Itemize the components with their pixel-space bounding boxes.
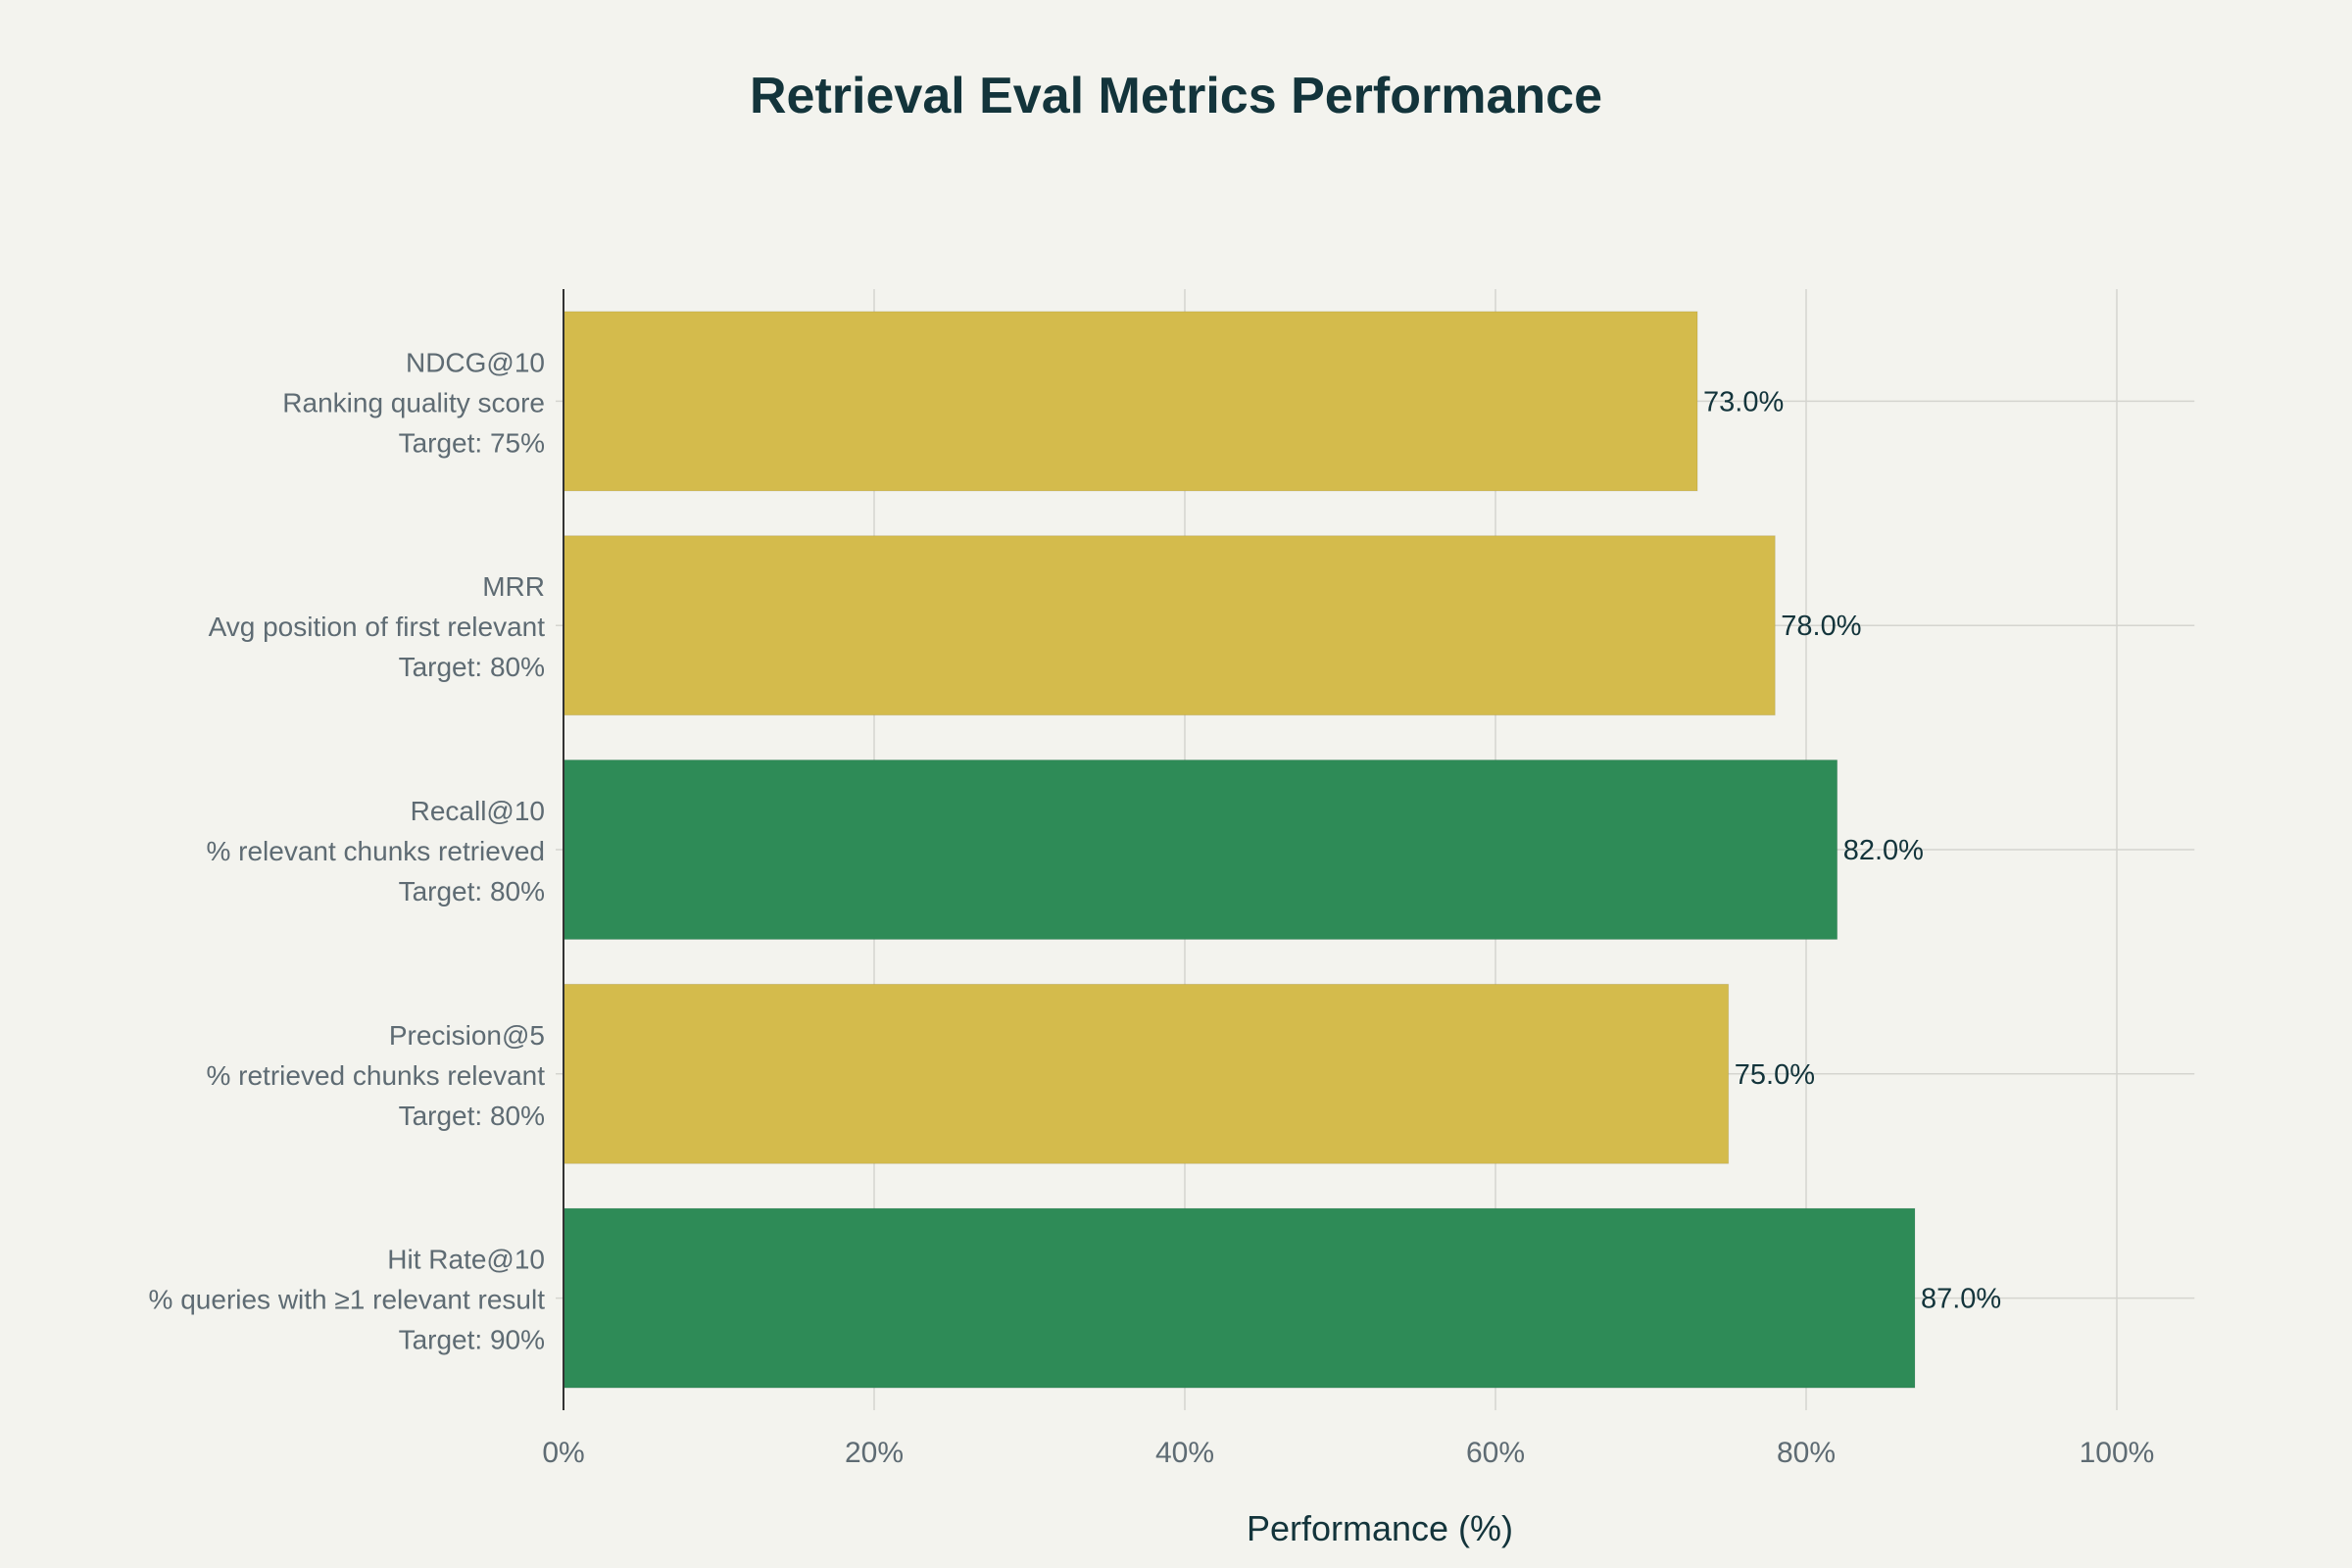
x-tick-label: 40% <box>1155 1437 1214 1469</box>
data-label: 78.0% <box>1781 611 1861 642</box>
category-name: Hit Rate@10 <box>387 1245 545 1275</box>
x-tick-label: 60% <box>1466 1437 1525 1469</box>
bar-hit-rate-10 <box>563 1207 1916 1389</box>
x-tick-label: 100% <box>2080 1437 2155 1469</box>
category-name: Precision@5 <box>389 1020 545 1051</box>
data-label: 87.0% <box>1921 1284 2001 1315</box>
category-target: Target: 75% <box>399 427 545 458</box>
category-name: MRR <box>482 571 545 602</box>
x-axis-label: Performance (%) <box>1247 1508 1513 1548</box>
bar-mrr <box>563 535 1776 716</box>
category-description: % relevant chunks retrieved <box>206 836 545 866</box>
chart-title: Retrieval Eval Metrics Performance <box>750 68 1602 124</box>
category-description: % queries with ≥1 relevant result <box>149 1285 546 1315</box>
data-label: 82.0% <box>1843 835 1924 866</box>
data-label: 75.0% <box>1735 1059 1815 1091</box>
category-name: Recall@10 <box>411 796 545 826</box>
category-target: Target: 80% <box>399 652 545 682</box>
category-target: Target: 80% <box>399 1101 545 1131</box>
data-label: 73.0% <box>1703 386 1784 417</box>
category-description: % retrieved chunks relevant <box>206 1060 545 1091</box>
x-tick-label: 80% <box>1777 1437 1836 1469</box>
category-description: Ranking quality score <box>282 387 545 417</box>
category-target: Target: 90% <box>399 1325 545 1355</box>
category-target: Target: 80% <box>399 876 545 906</box>
x-tick-label: 20% <box>845 1437 904 1469</box>
bar-ndcg-10 <box>563 311 1698 492</box>
bar-recall-10 <box>563 759 1838 941</box>
x-tick-label: 0% <box>542 1437 584 1469</box>
category-name: NDCG@10 <box>406 347 545 377</box>
category-description: Avg position of first relevant <box>209 612 546 642</box>
bar-precision-5 <box>563 983 1730 1164</box>
